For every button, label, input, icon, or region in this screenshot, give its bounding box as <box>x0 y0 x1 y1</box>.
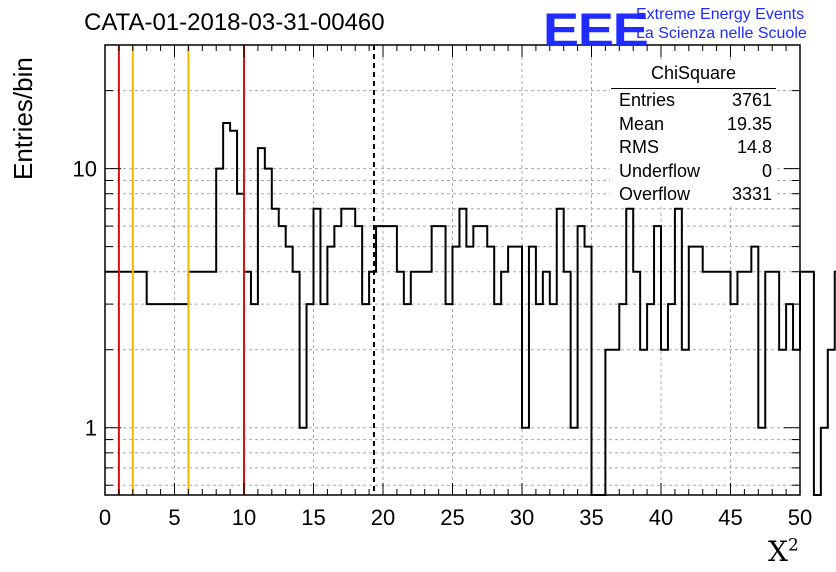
x-tick-label: 15 <box>301 505 325 530</box>
y-tick-label: 10 <box>73 157 97 182</box>
stats-row-underflow: Underflow 0 <box>619 160 772 181</box>
stats-row-rms: RMS 14.8 <box>619 137 772 157</box>
histogram-series <box>105 121 836 496</box>
x-tick-label: 30 <box>510 505 534 530</box>
y-tick-label: 1 <box>85 416 97 441</box>
logo-line-1: Extreme Energy Events <box>636 6 805 23</box>
stats-row-entries: Entries 3761 <box>619 90 772 110</box>
x-tick-label: 0 <box>99 505 111 530</box>
eee-logo: EEE <box>543 3 649 56</box>
x-tick-label: 5 <box>168 505 180 530</box>
stats-background <box>610 62 777 207</box>
x-axis-label: X2 <box>768 535 799 568</box>
x-tick-label: 50 <box>788 505 812 530</box>
x-tick-label: 10 <box>232 505 256 530</box>
y-axis-label: Entries/bin <box>8 57 38 180</box>
stats-row-overflow: Overflow 3331 <box>619 184 772 204</box>
logo-line-2: La Scienza nelle Scuole <box>636 25 807 42</box>
stats-row-mean: Mean 19.35 <box>619 113 772 134</box>
chart-title: CATA-01-2018-03-31-00460 <box>84 9 385 36</box>
x-tick-label: 25 <box>440 505 464 530</box>
stats-title: ChiSquare <box>611 63 776 89</box>
x-tick-label: 35 <box>579 505 603 530</box>
x-tick-label: 20 <box>371 505 395 530</box>
x-tick-label: 40 <box>649 505 673 530</box>
stats-box: ChiSquare Entries 3761 Mean 19.35 RMS 14.8 … <box>611 63 776 207</box>
x-tick-label: 45 <box>718 505 742 530</box>
